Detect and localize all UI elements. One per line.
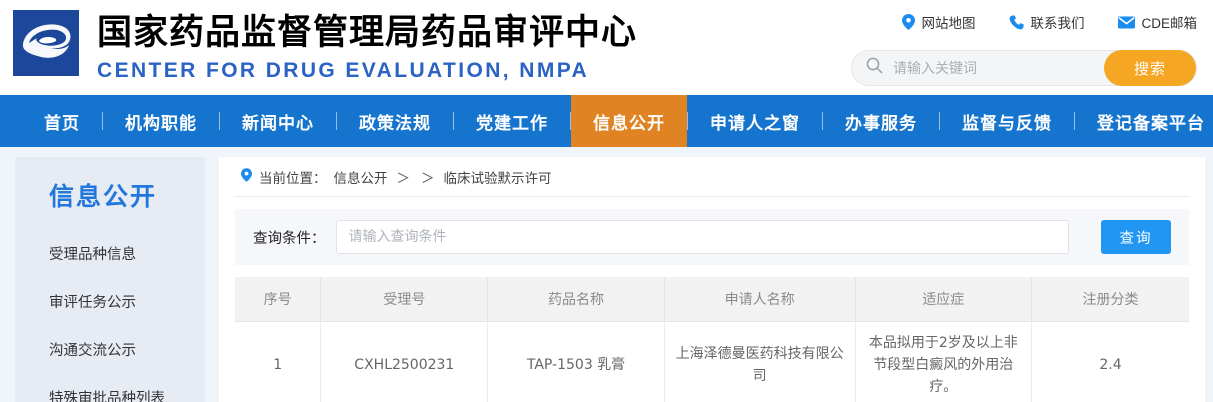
nav-item-home[interactable]: 首页 [44,113,80,134]
nav-item-policy[interactable]: 政策法规 [359,113,431,134]
map-pin-icon [902,14,916,30]
content-panel: 当前位置： 信息公开 ＞ ＞ 临床试验默示许可 查询条件： 查询 序号 受理号 … [219,157,1205,402]
table-head: 序号 受理号 药品名称 申请人名称 适应症 注册分类 [235,277,1189,322]
nav-item-news[interactable]: 新闻中心 [242,113,314,134]
nav-item-applicant-window[interactable]: 申请人之窗 [710,113,800,134]
cell-indication: 本品拟用于2岁及以上非节段型白癜风的外用治疗。 [855,321,1033,402]
column-header-index[interactable]: 序号 [235,277,322,322]
cell-index: 1 [235,321,322,402]
nav-separator [570,112,571,130]
nav-item-info-disclosure[interactable]: 信息公开 [571,95,687,147]
query-label: 查询条件： [253,230,326,247]
nav-separator [687,112,688,130]
map-pin-icon [241,168,252,185]
sidebar-title: 信息公开 [49,182,158,211]
util-link-mail[interactable]: CDE邮箱 [1118,12,1197,32]
sidebar-item-special-approval[interactable]: 特殊审批品种列表 [49,391,165,402]
util-link-mail-label: CDE邮箱 [1141,16,1197,31]
phone-icon [1009,14,1025,30]
util-link-contact[interactable]: 联系我们 [1009,12,1084,32]
query-button[interactable]: 查询 [1101,220,1171,254]
nav-item-supervision[interactable]: 监督与反馈 [962,113,1052,134]
util-link-contact-label: 联系我们 [1030,16,1085,31]
breadcrumb-prefix: 当前位置： [259,170,327,186]
util-link-sitemap-label: 网站地图 [921,16,976,31]
site-title-cn: 国家药品监督管理局药品审评中心 [97,13,638,53]
column-header-acceptance-no[interactable]: 受理号 [320,277,489,322]
utility-links: 网站地图 联系我们 CDE邮箱 [902,12,1197,32]
table-header-row: 序号 受理号 药品名称 申请人名称 适应症 注册分类 [235,277,1189,322]
sidebar-item-accepted-varieties[interactable]: 受理品种信息 [49,247,136,263]
site-search: 搜索 [851,50,1197,86]
nav-item-functions[interactable]: 机构职能 [125,113,197,134]
table-body: 1 CXHL2500231 TAP-1503 乳膏 上海泽德曼医药科技有限公司 … [235,321,1189,402]
breadcrumb-separator-2: ＞ [421,170,435,186]
column-header-applicant[interactable]: 申请人名称 [664,277,856,322]
nav-separator [939,112,940,130]
search-icon [866,57,883,79]
cell-drug-name: TAP-1503 乳膏 [487,321,665,402]
site-header: 国家药品监督管理局药品审评中心 CENTER FOR DRUG EVALUATI… [0,0,1213,95]
query-input[interactable] [335,220,1069,254]
breadcrumb-current: 临床试验默示许可 [443,170,552,186]
page-body: 信息公开 受理品种信息 审评任务公示 沟通交流公示 特殊审批品种列表 当前位置：… [0,147,1213,402]
cell-registration-class: 2.4 [1031,321,1189,402]
nav-separator [822,112,823,130]
nav-separator [453,112,454,130]
breadcrumb: 当前位置： 信息公开 ＞ ＞ 临床试验默示许可 [235,157,1189,197]
column-header-registration-class[interactable]: 注册分类 [1031,277,1189,322]
sidebar-item-review-tasks[interactable]: 审评任务公示 [49,295,136,311]
nav-separator [336,112,337,130]
results-table: 序号 受理号 药品名称 申请人名称 适应症 注册分类 1 CXHL2500231… [235,277,1189,402]
cde-logo-icon [13,10,79,76]
brand-block[interactable]: 国家药品监督管理局药品审评中心 CENTER FOR DRUG EVALUATI… [13,10,637,85]
breadcrumb-link-section[interactable]: 信息公开 [333,170,388,186]
search-input[interactable] [883,60,1104,76]
breadcrumb-separator: ＞ [396,170,411,186]
column-header-drug-name[interactable]: 药品名称 [487,277,665,322]
cell-acceptance-no: CXHL2500231 [320,321,489,402]
cell-applicant: 上海泽德曼医药科技有限公司 [664,321,856,402]
table-row[interactable]: 1 CXHL2500231 TAP-1503 乳膏 上海泽德曼医药科技有限公司 … [235,321,1189,402]
util-link-sitemap[interactable]: 网站地图 [902,12,975,32]
sidebar: 信息公开 受理品种信息 审评任务公示 沟通交流公示 特殊审批品种列表 [15,157,205,402]
nav-separator [219,112,220,130]
site-title-en: CENTER FOR DRUG EVALUATION, NMPA [97,59,590,82]
nav-separator [102,112,103,130]
sidebar-item-communication[interactable]: 沟通交流公示 [49,343,136,359]
nav-item-party[interactable]: 党建工作 [476,113,548,134]
main-navigation: 首页 机构职能 新闻中心 政策法规 党建工作 信息公开 申请人之窗 办事服务 监… [0,95,1213,147]
nav-separator [1074,112,1075,130]
query-bar: 查询条件： 查询 [235,209,1189,265]
search-button[interactable]: 搜索 [1104,50,1196,86]
nav-item-registration-platform[interactable]: 登记备案平台 [1097,113,1205,134]
mail-icon [1118,16,1136,29]
column-header-indication[interactable]: 适应症 [855,277,1033,322]
nav-item-services[interactable]: 办事服务 [845,113,917,134]
